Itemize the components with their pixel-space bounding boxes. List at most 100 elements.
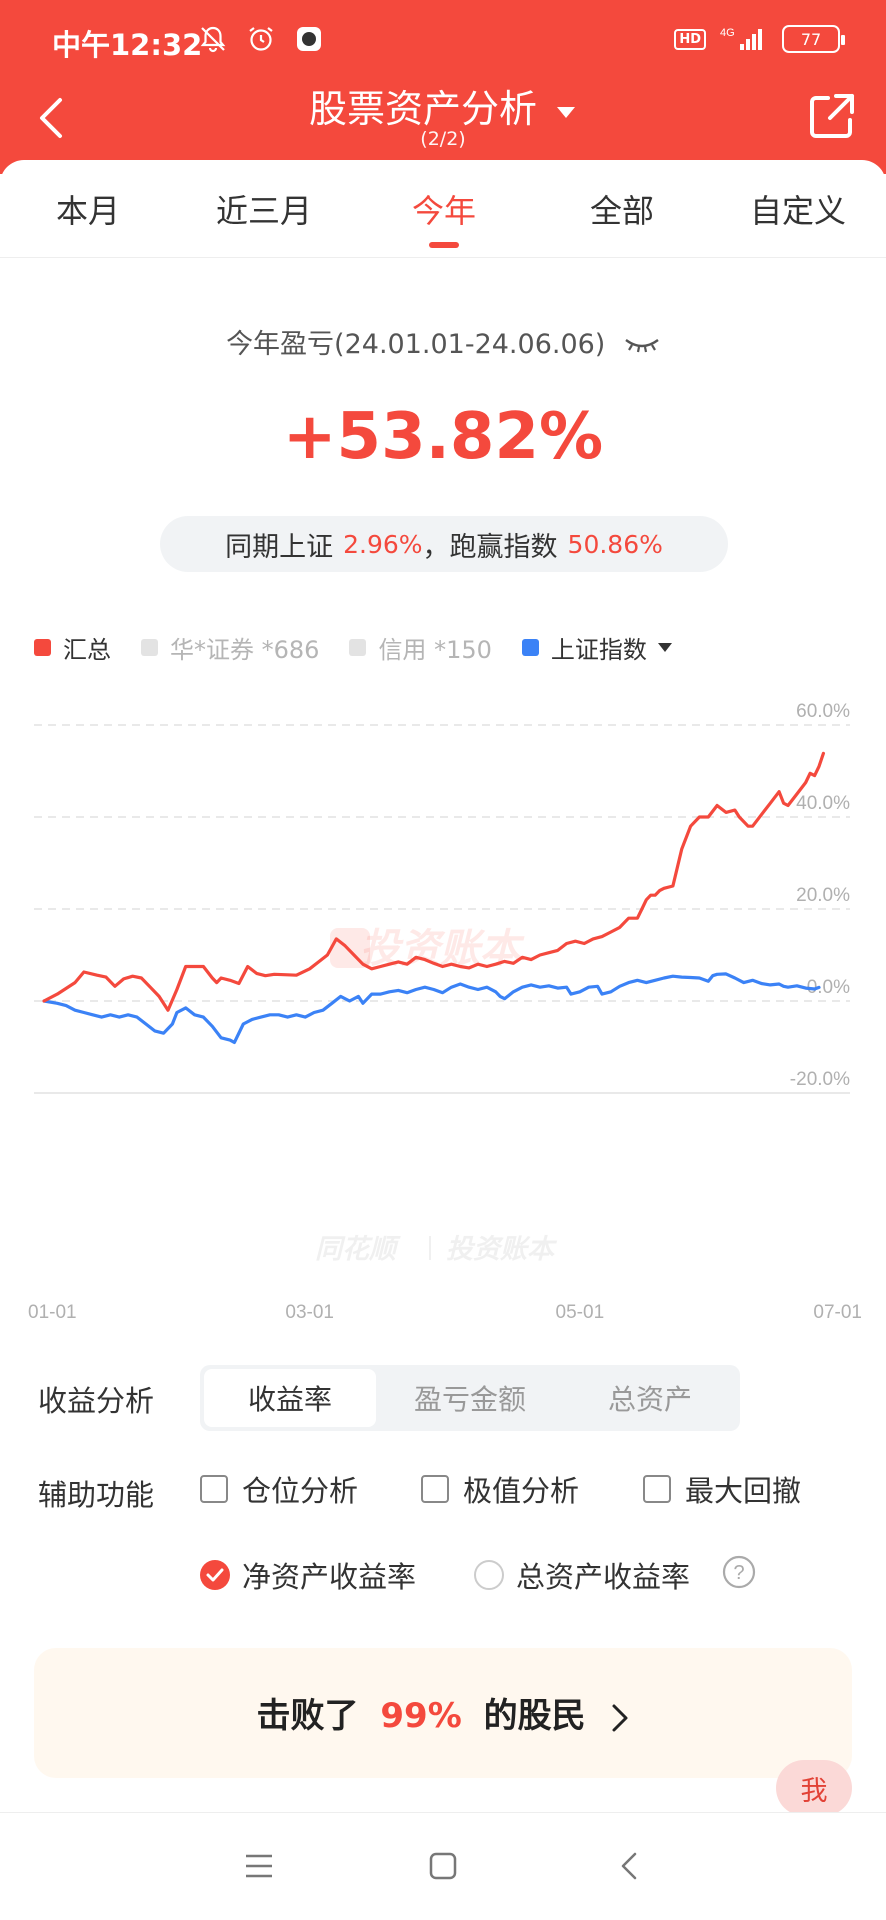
radio-checked-icon (200, 1560, 230, 1590)
beat-investors-card[interactable]: 击败了 99% 的股民 (34, 1648, 852, 1778)
checkbox-max-drawdown[interactable]: 最大回撤 (643, 1468, 801, 1510)
watermark-app: 投资账本 (446, 1234, 558, 1265)
nav-back-button[interactable] (606, 1843, 652, 1889)
beat-investors-text: 击败了 99% 的股民 (34, 1688, 852, 1737)
series-line-sh-index (42, 972, 821, 1044)
sh-index-return: 2.96% (343, 529, 423, 559)
legend-label-account-1: 华*证券 *686 (170, 636, 320, 664)
x-tick-label: 03-01 (285, 1302, 334, 1323)
compare-middle: ，跑赢指数 (422, 531, 558, 563)
analysis-segmented-control: 收益率 盈亏金额 总资产 (200, 1365, 740, 1431)
beat-index-return: 50.86% (567, 529, 663, 559)
nav-home-button[interactable] (420, 1843, 466, 1889)
compare-prefix: 同期上证 (225, 531, 334, 563)
seg-profit-amount[interactable]: 盈亏金额 (413, 1383, 526, 1416)
radio-total-asset-return[interactable]: 总资产收益率 (474, 1554, 690, 1596)
radio-label: 净资产收益率 (242, 1560, 417, 1594)
checkbox-box (421, 1475, 449, 1503)
back-button[interactable] (22, 84, 78, 152)
profit-period-text: 今年盈亏(24.01.01-24.06.06) (226, 329, 606, 360)
checkbox-label: 极值分析 (463, 1474, 580, 1508)
back-arrow-icon (40, 98, 62, 138)
bell-off-icon (196, 22, 230, 56)
tab-custom[interactable]: 自定义 (750, 192, 847, 230)
active-tab-indicator (429, 242, 459, 248)
checkbox-box (643, 1475, 671, 1503)
x-tick-label: 07-01 (813, 1302, 862, 1323)
caret-down-icon (557, 106, 575, 118)
watermark-brand: 同花顺 (315, 1234, 401, 1265)
legend-total[interactable]: 汇总 (34, 630, 111, 665)
watermark-logo-icon (330, 928, 370, 968)
legend-account-1[interactable]: 华*证券 *686 (141, 630, 319, 665)
y-tick-label: 60.0% (796, 701, 850, 722)
share-icon (810, 94, 854, 138)
page-title: 股票资产分析 (308, 87, 537, 131)
alarm-icon (244, 22, 278, 56)
analysis-label: 收益分析 (38, 1384, 155, 1418)
app-notification-icon (292, 22, 326, 56)
share-button[interactable] (804, 88, 860, 144)
radio-unchecked-icon (474, 1560, 504, 1590)
return-line-chart[interactable]: 60.0% 40.0% 20.0% 0.0% -20.0% 01-01 03-01 05-01… (0, 680, 886, 1330)
status-notification-icons (196, 22, 326, 56)
header-title-dropdown[interactable]: 股票资产分析 (0, 78, 886, 133)
legend-swatch-total (34, 639, 51, 656)
x-tick-label: 05-01 (556, 1302, 605, 1323)
legend-sh-index[interactable]: 上证指数 (521, 630, 673, 665)
nav-back-icon (621, 1852, 637, 1880)
y-tick-label: 40.0% (796, 793, 850, 814)
page-subtitle: (2/2) (420, 128, 466, 150)
radio-net-asset-return[interactable]: 净资产收益率 (200, 1554, 416, 1596)
result-percentage: 99% (380, 1696, 462, 1736)
series-line-total (42, 751, 826, 1012)
y-tick-label: 20.0% (796, 885, 850, 906)
period-tab-bar: 本月 近三月 今年 全部 自定义 (0, 160, 886, 258)
hd-badge: HD (674, 28, 706, 50)
nav-menu-button[interactable] (236, 1843, 282, 1889)
legend-account-2[interactable]: 信用 *150 (349, 630, 492, 665)
checkbox-label: 最大回撤 (685, 1474, 802, 1508)
seg-total-assets[interactable]: 总资产 (607, 1383, 692, 1416)
svg-text:?: ? (733, 1562, 744, 1584)
status-system-icons: HD 4G 77 (674, 22, 845, 56)
x-tick-label: 01-01 (28, 1302, 77, 1323)
battery-indicator: 77 (782, 25, 845, 53)
y-tick-label: 0.0% (807, 977, 850, 998)
app-header: 股票资产分析 (2/2) (0, 78, 886, 174)
index-comparison: 同期上证 2.96% ，跑赢指数 50.86% (160, 516, 728, 572)
me-floating-button[interactable]: 我 (776, 1760, 852, 1816)
checkbox-extreme-analysis[interactable]: 极值分析 (421, 1468, 579, 1510)
checkbox-label: 仓位分析 (242, 1474, 359, 1508)
profit-percentage: +53.82% (282, 400, 604, 474)
tab-this-month[interactable]: 本月 (56, 192, 121, 230)
network-type: 4G (720, 27, 735, 39)
caret-down-icon (657, 642, 672, 652)
result-suffix: 的股民 (483, 1696, 586, 1736)
tab-this-year[interactable]: 今年 (412, 192, 477, 230)
legend-label-total: 汇总 (63, 636, 111, 664)
tab-last-three-months[interactable]: 近三月 (216, 192, 313, 230)
result-prefix: 击败了 (256, 1696, 359, 1736)
menu-icon (246, 1854, 272, 1878)
tab-all[interactable]: 全部 (590, 192, 655, 230)
legend-swatch-sh-index (521, 639, 539, 656)
radio-label: 总资产收益率 (516, 1560, 691, 1594)
profit-period-label: 今年盈亏(24.01.01-24.06.06) (0, 322, 886, 361)
legend-swatch-account-1 (141, 639, 158, 656)
legend-label-sh-index: 上证指数 (550, 636, 647, 664)
status-time: 中午12:32 (52, 28, 203, 62)
checkbox-box (200, 1475, 228, 1503)
y-tick-label: -20.0% (790, 1069, 850, 1090)
chart-legend: 汇总 华*证券 *686 信用 *150 上证指数 (34, 630, 703, 665)
checkbox-position-analysis[interactable]: 仓位分析 (200, 1468, 358, 1510)
aux-label: 辅助功能 (38, 1478, 155, 1512)
seg-return-rate[interactable]: 收益率 (204, 1369, 376, 1427)
hide-amount-icon[interactable] (624, 330, 660, 361)
legend-swatch-account-2 (349, 639, 367, 656)
status-bar: 中午12:32 HD 4G 77 (0, 0, 886, 78)
home-square-icon (429, 1852, 457, 1880)
legend-label-account-2: 信用 *150 (378, 636, 492, 664)
help-icon[interactable]: ? (722, 1555, 756, 1589)
signal-icon: 4G (720, 22, 768, 56)
